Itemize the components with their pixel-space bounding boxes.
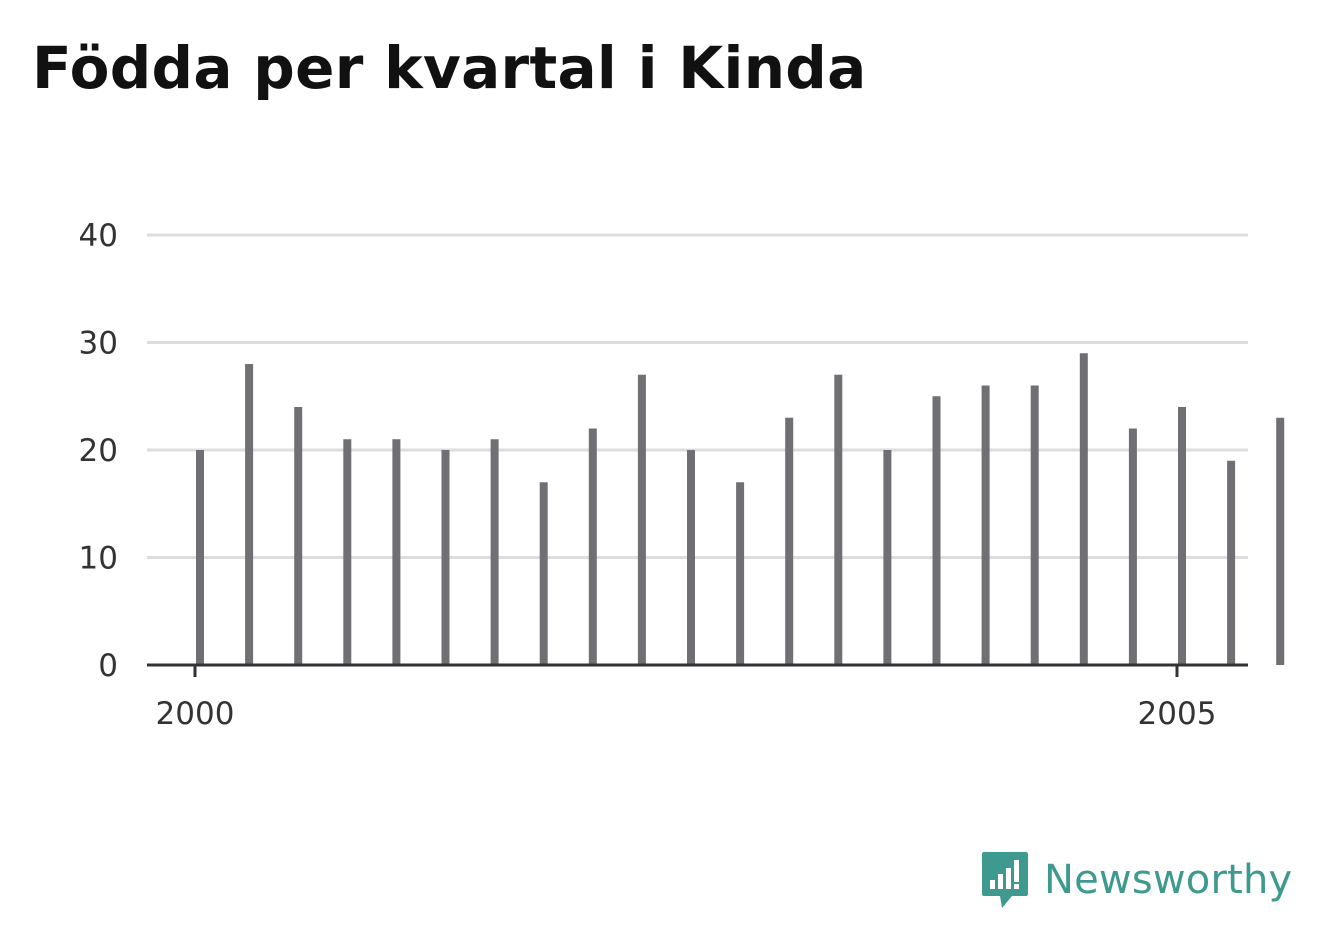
y-tick-label: 0 <box>98 648 118 684</box>
newsworthy-logo-icon <box>982 852 1028 908</box>
gridlines <box>147 233 1248 559</box>
bar <box>785 417 794 665</box>
y-axis: 0 10 20 30 40 <box>79 218 118 684</box>
y-tick-label: 20 <box>79 433 118 469</box>
brand-logo: Newsworthy <box>980 850 1292 910</box>
bars <box>196 353 1285 665</box>
x-tick-label: 2000 <box>156 696 235 732</box>
brand-name: Newsworthy <box>1044 857 1293 903</box>
bar <box>245 364 254 665</box>
bar <box>294 407 303 665</box>
bar <box>883 450 892 665</box>
bar <box>1030 385 1039 665</box>
bar <box>1178 407 1186 665</box>
y-tick-label: 40 <box>79 218 118 254</box>
bar <box>343 439 352 665</box>
bar <box>392 439 401 665</box>
x-axis: 200020052010201520202025 <box>147 663 1248 732</box>
bar <box>441 450 450 665</box>
x-tick-label: 2005 <box>1138 696 1217 732</box>
chart-title: Födda per kvartal i Kinda <box>32 34 867 102</box>
bar <box>539 482 548 665</box>
bar <box>981 385 990 665</box>
bar <box>932 396 941 665</box>
bar <box>1128 428 1137 665</box>
bar <box>1276 417 1285 665</box>
bar <box>1079 353 1088 665</box>
bar <box>834 374 843 665</box>
y-tick-label: 30 <box>79 326 118 362</box>
bar <box>490 439 499 665</box>
y-tick-label: 10 <box>79 541 118 577</box>
bar <box>736 482 745 665</box>
bar <box>687 450 695 665</box>
bar <box>637 374 646 665</box>
bar <box>196 450 204 665</box>
bar <box>588 428 597 665</box>
bar <box>1227 460 1236 665</box>
